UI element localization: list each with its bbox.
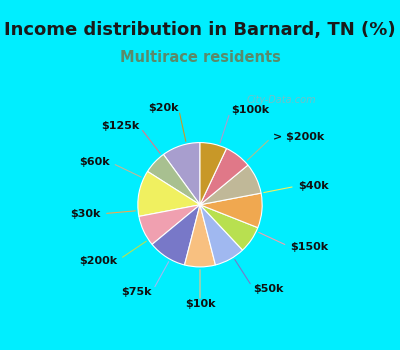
Text: $200k: $200k [80,256,118,266]
Wedge shape [200,142,226,205]
Wedge shape [200,205,258,250]
Wedge shape [200,193,262,228]
Text: $75k: $75k [122,287,152,297]
Text: $10k: $10k [185,299,215,309]
Wedge shape [152,205,200,265]
Text: $100k: $100k [231,105,269,115]
Wedge shape [200,148,248,205]
Text: $125k: $125k [101,121,139,131]
Wedge shape [200,205,242,265]
Text: City-Data.com: City-Data.com [246,95,316,105]
Wedge shape [139,205,200,244]
Wedge shape [184,205,216,267]
Text: $60k: $60k [79,158,110,167]
Text: $30k: $30k [70,209,101,219]
Text: Income distribution in Barnard, TN (%): Income distribution in Barnard, TN (%) [4,21,396,39]
Wedge shape [164,142,200,205]
Text: $40k: $40k [298,181,328,191]
Wedge shape [138,172,200,216]
Wedge shape [148,154,200,205]
Text: $150k: $150k [290,242,328,252]
Text: $20k: $20k [148,103,178,113]
Text: > $200k: > $200k [272,132,324,142]
Wedge shape [200,165,261,205]
Text: $50k: $50k [253,284,284,294]
Text: Multirace residents: Multirace residents [120,50,280,65]
